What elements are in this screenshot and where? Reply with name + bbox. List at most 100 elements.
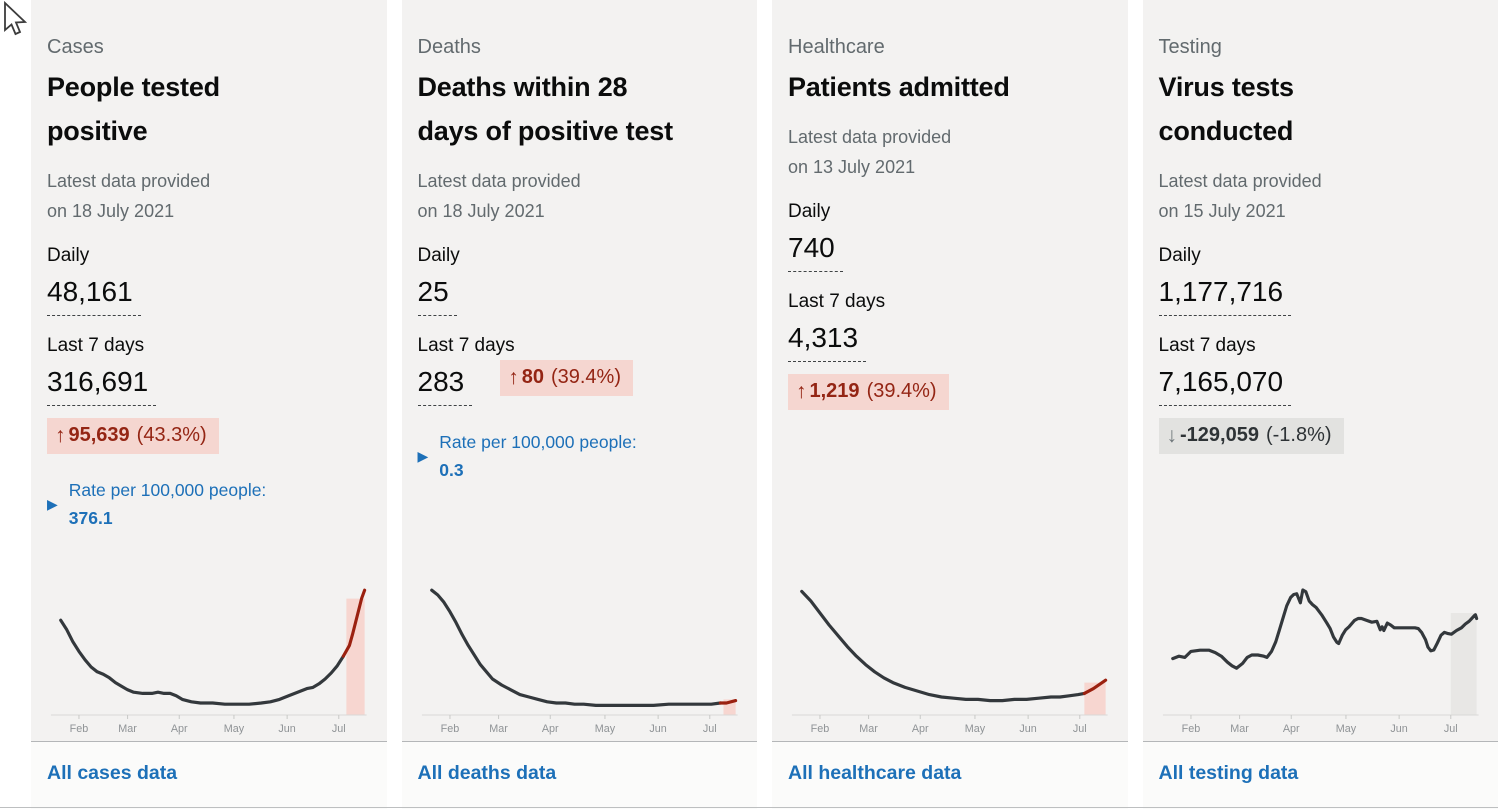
rate-value: 0.3	[439, 459, 464, 480]
card-footer: All healthcare data	[772, 741, 1128, 809]
svg-text:Jul: Jul	[332, 723, 346, 735]
card-body: Testing Virus tests conducted Latest dat…	[1143, 0, 1498, 741]
week-label: Last 7 days	[47, 335, 145, 357]
summary-card-testing: Testing Virus tests conducted Latest dat…	[1142, 0, 1498, 809]
svg-text:Jul: Jul	[1073, 723, 1087, 735]
card-footer: All deaths data	[401, 741, 757, 809]
svg-text:Jun: Jun	[278, 723, 295, 735]
disclosure-triangle-icon: ▶	[417, 448, 429, 465]
svg-text:May: May	[1335, 723, 1356, 735]
week-value[interactable]: 7,165,070	[1158, 364, 1292, 406]
week-metric: Last 7 days 7,165,070	[1158, 316, 1483, 406]
week-value[interactable]: 283	[417, 364, 473, 406]
card-category: Healthcare	[788, 36, 885, 58]
daily-metric: Daily 48,161	[47, 226, 371, 317]
all-cases-data-link[interactable]: All cases data	[47, 762, 178, 784]
sparkline-chart: Feb Mar Apr May Jun Jul	[788, 583, 1112, 741]
last-updated-text: Latest data provided on 18 July 2021	[418, 166, 742, 226]
svg-text:Apr: Apr	[541, 723, 558, 735]
daily-value[interactable]: 25	[417, 274, 457, 317]
last-updated-line1: Latest data provided	[417, 171, 581, 191]
week-metric: Last 7 days 316,691	[47, 316, 371, 406]
last-updated-text: Latest data provided on 15 July 2021	[1159, 166, 1483, 226]
svg-text:Feb: Feb	[440, 723, 459, 735]
daily-metric: Daily 25	[417, 226, 742, 317]
change-badge: ↑ 80 (39.4%)	[500, 359, 633, 396]
all-deaths-data-link[interactable]: All deaths data	[417, 762, 557, 784]
summary-card-deaths: Deaths Deaths within 28 days of positive…	[401, 0, 758, 809]
svg-text:Jul: Jul	[702, 723, 716, 735]
change-value: 80	[521, 366, 544, 389]
disclosure-triangle-icon: ▶	[47, 496, 58, 513]
summary-card-healthcare: Healthcare Patients admitted Latest data…	[772, 0, 1128, 809]
svg-text:May: May	[965, 723, 986, 735]
daily-value[interactable]: 1,177,716	[1158, 274, 1292, 317]
daily-metric: Daily 740	[788, 182, 1112, 273]
up-arrow-icon: ↑	[55, 423, 66, 447]
page-bottom-divider	[0, 807, 1498, 808]
daily-label: Daily	[417, 245, 460, 267]
sparkline-chart: Feb Mar Apr May Jun Jul	[47, 583, 371, 741]
week-value[interactable]: 4,313	[788, 320, 867, 362]
card-title: Deaths within 28 days of positive test	[417, 72, 674, 146]
card-title: Patients admitted	[788, 72, 1010, 102]
week-metric: Last 7 days 4,313	[788, 272, 1112, 362]
daily-value[interactable]: 48,161	[47, 274, 141, 317]
card-body: Healthcare Patients admitted Latest data…	[772, 0, 1128, 741]
change-percent: (39.4%)	[550, 366, 621, 389]
down-arrow-icon: ↓	[1166, 423, 1178, 447]
daily-value[interactable]: 740	[788, 230, 843, 273]
rate-label: Rate per 100,000 people:	[68, 479, 267, 500]
rate-disclosure[interactable]: ▶ Rate per 100,000 people: 376.1	[47, 480, 371, 529]
all-healthcare-data-link[interactable]: All healthcare data	[788, 762, 962, 784]
card-body: Cases People tested positive Latest data…	[31, 0, 387, 741]
last-updated-text: Latest data provided on 18 July 2021	[47, 166, 371, 226]
svg-text:May: May	[224, 723, 245, 735]
card-footer: All testing data	[1142, 741, 1498, 809]
svg-text:Apr: Apr	[171, 723, 188, 735]
daily-label: Daily	[1158, 245, 1201, 267]
daily-metric: Daily 1,177,716	[1158, 226, 1483, 317]
last-updated-line2: on 18 July 2021	[417, 201, 545, 222]
last-updated-line2: on 18 July 2021	[47, 201, 175, 222]
card-category: Testing	[1158, 36, 1222, 58]
change-badge: ↑ 95,639 (43.3%)	[47, 417, 219, 454]
up-arrow-icon: ↑	[508, 365, 519, 389]
rate-disclosure[interactable]: ▶ Rate per 100,000 people: 0.3	[418, 432, 742, 481]
change-percent: (-1.8%)	[1265, 424, 1332, 447]
week-label: Last 7 days	[417, 335, 515, 357]
last-updated-line1: Latest data provided	[1158, 171, 1322, 191]
svg-text:Apr: Apr	[1282, 723, 1299, 735]
mouse-cursor-icon	[4, 1, 28, 36]
card-title: People tested positive	[47, 72, 220, 146]
sparkline-chart: Feb Mar Apr May Jun Jul	[1159, 583, 1483, 741]
change-value: 1,219	[809, 380, 860, 403]
card-body: Deaths Deaths within 28 days of positive…	[402, 0, 758, 741]
last-updated-line2: on 13 July 2021	[788, 157, 916, 178]
rate-label: Rate per 100,000 people:	[439, 431, 637, 452]
last-updated-text: Latest data provided on 13 July 2021	[788, 122, 1112, 182]
last-updated-line2: on 15 July 2021	[1158, 201, 1286, 222]
summary-card-cases: Cases People tested positive Latest data…	[31, 0, 387, 809]
card-category: Cases	[47, 36, 104, 58]
change-percent: (39.4%)	[866, 380, 937, 403]
up-arrow-icon: ↑	[796, 379, 807, 403]
sparkline-chart: Feb Mar Apr May Jun Jul	[418, 583, 742, 741]
week-label: Last 7 days	[788, 291, 886, 313]
svg-text:Jun: Jun	[649, 723, 666, 735]
card-category: Deaths	[417, 36, 481, 58]
svg-text:Mar: Mar	[489, 723, 508, 735]
card-footer: All cases data	[31, 741, 387, 809]
svg-text:Jun: Jun	[1390, 723, 1407, 735]
daily-label: Daily	[788, 201, 831, 223]
svg-text:Feb: Feb	[70, 723, 89, 735]
change-badge: ↓ -129,059 (-1.8%)	[1158, 417, 1344, 454]
week-value[interactable]: 316,691	[47, 364, 157, 406]
last-updated-line1: Latest data provided	[788, 127, 952, 147]
svg-text:Jul: Jul	[1443, 723, 1457, 735]
daily-label: Daily	[47, 245, 90, 267]
rate-value: 376.1	[68, 507, 113, 528]
all-testing-data-link[interactable]: All testing data	[1158, 762, 1299, 784]
change-badge: ↑ 1,219 (39.4%)	[788, 373, 949, 410]
